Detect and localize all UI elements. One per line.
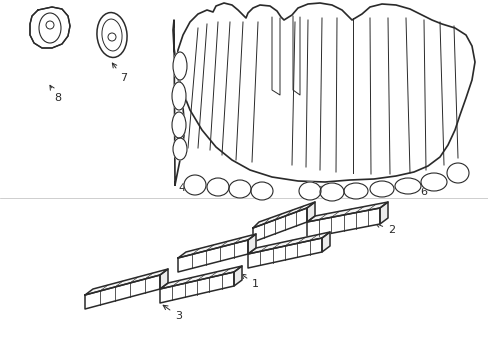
- Circle shape: [108, 33, 116, 41]
- Polygon shape: [247, 234, 256, 254]
- Text: 3: 3: [163, 305, 182, 321]
- Polygon shape: [160, 266, 242, 289]
- Ellipse shape: [250, 182, 272, 200]
- Ellipse shape: [394, 178, 420, 194]
- Polygon shape: [379, 202, 387, 224]
- Polygon shape: [247, 238, 321, 268]
- Ellipse shape: [343, 183, 367, 199]
- Polygon shape: [306, 202, 387, 222]
- Polygon shape: [178, 234, 256, 258]
- Text: 7: 7: [112, 63, 127, 83]
- Ellipse shape: [183, 175, 205, 195]
- Ellipse shape: [39, 13, 61, 43]
- Polygon shape: [160, 272, 234, 303]
- Ellipse shape: [102, 19, 122, 51]
- Ellipse shape: [369, 181, 393, 197]
- Text: 6: 6: [419, 180, 446, 197]
- Ellipse shape: [228, 180, 250, 198]
- Text: 2: 2: [375, 223, 394, 235]
- Polygon shape: [247, 232, 329, 254]
- Ellipse shape: [319, 183, 343, 201]
- Ellipse shape: [173, 138, 186, 160]
- Ellipse shape: [173, 52, 186, 80]
- Polygon shape: [252, 208, 306, 242]
- Polygon shape: [30, 7, 70, 48]
- Ellipse shape: [97, 13, 127, 58]
- Polygon shape: [306, 202, 314, 222]
- Ellipse shape: [172, 112, 185, 138]
- Polygon shape: [306, 208, 379, 238]
- Polygon shape: [252, 202, 314, 228]
- Ellipse shape: [446, 163, 468, 183]
- Polygon shape: [85, 275, 160, 309]
- Ellipse shape: [206, 178, 228, 196]
- Ellipse shape: [420, 173, 446, 191]
- Polygon shape: [234, 266, 242, 286]
- Polygon shape: [173, 3, 474, 185]
- Polygon shape: [178, 240, 247, 272]
- Text: 4: 4: [178, 180, 189, 193]
- Polygon shape: [321, 232, 329, 252]
- Text: 8: 8: [50, 85, 61, 103]
- Ellipse shape: [172, 82, 185, 110]
- Polygon shape: [85, 269, 168, 295]
- Text: 5: 5: [319, 186, 342, 200]
- Circle shape: [46, 21, 54, 29]
- Text: 1: 1: [241, 274, 259, 289]
- Polygon shape: [160, 269, 168, 289]
- Ellipse shape: [298, 182, 320, 200]
